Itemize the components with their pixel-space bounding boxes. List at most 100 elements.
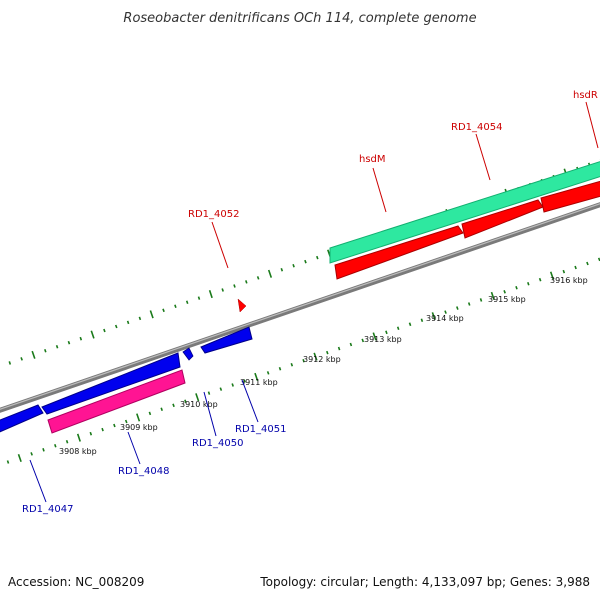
minor-tick <box>42 448 45 452</box>
minor-tick <box>55 344 59 349</box>
minor-tick <box>562 269 566 274</box>
major-tick <box>254 372 259 381</box>
minor-tick <box>233 284 236 288</box>
minor-tick <box>138 316 142 321</box>
genome-backbone <box>0 202 600 413</box>
genome-backbone-highlight <box>0 203 600 410</box>
minor-tick <box>515 286 518 290</box>
minor-tick <box>290 362 294 367</box>
minor-tick <box>162 308 165 313</box>
gene-arrow-RD1_4051[interactable] <box>200 326 253 354</box>
minor-tick <box>113 423 116 428</box>
minor-tick <box>67 340 71 345</box>
gene-label-RD1_4050[interactable]: RD1_4050 <box>192 438 243 449</box>
gene-arrow-hsdM[interactable] <box>334 225 464 280</box>
minor-tick <box>219 387 223 391</box>
minor-tick <box>54 444 57 448</box>
kbp-label: 3908 kbp <box>59 447 97 456</box>
minor-tick <box>256 276 260 280</box>
major-tick <box>31 350 36 359</box>
gene-label-RD1_4048[interactable]: RD1_4048 <box>118 466 169 477</box>
minor-tick <box>396 326 400 331</box>
minor-tick <box>280 267 284 272</box>
minor-tick <box>79 336 83 341</box>
minor-tick <box>302 358 305 363</box>
minor-tick <box>65 439 69 444</box>
minor-tick <box>101 427 104 432</box>
gene-label-hsdM[interactable]: hsdM <box>359 154 386 165</box>
minor-tick <box>337 346 341 351</box>
gene-label-RD1_4054[interactable]: RD1_4054 <box>451 122 502 133</box>
minor-tick <box>160 407 163 412</box>
major-tick <box>372 332 377 341</box>
kbp-labels: 3908 kbp 3909 kbp 3910 kbp 3911 kbp 3912… <box>59 276 588 456</box>
major-tick <box>195 393 200 402</box>
minor-tick <box>20 357 23 361</box>
gene-arrow-RD1_4050[interactable] <box>182 347 194 361</box>
gene-arrow-hsdR[interactable] <box>540 180 600 213</box>
minor-tick <box>114 324 118 329</box>
kbp-label: 3914 kbp <box>426 314 464 323</box>
forward-label-leaders <box>211 101 599 269</box>
major-tick <box>549 271 555 280</box>
gene-label-RD1_4047[interactable]: RD1_4047 <box>22 504 73 515</box>
reverse-label-leaders <box>29 379 259 503</box>
minor-tick <box>184 399 187 403</box>
minor-tick <box>245 280 248 284</box>
minor-tick <box>221 288 224 292</box>
kbp-label: 3913 kbp <box>364 335 402 344</box>
major-tick <box>431 312 436 321</box>
gene-label-hsdR[interactable]: hsdR <box>573 90 598 101</box>
reverse-features <box>0 326 253 434</box>
major-tick <box>17 453 22 462</box>
minor-tick <box>292 263 295 268</box>
minor-tick <box>361 338 365 343</box>
major-tick <box>76 433 81 442</box>
minor-tick <box>185 300 189 304</box>
minor-tick <box>408 322 412 327</box>
gene-arrow-RD1_4048-rna[interactable] <box>47 369 186 434</box>
major-tick <box>136 413 141 422</box>
major-tick <box>90 330 95 339</box>
kbp-label: 3915 kbp <box>488 295 526 304</box>
minor-tick <box>126 320 130 325</box>
minor-tick <box>420 318 424 322</box>
minor-tick <box>30 452 33 456</box>
minor-tick <box>527 281 530 286</box>
minor-tick <box>467 302 471 306</box>
minor-tick <box>586 261 589 266</box>
gene-label-RD1_4051[interactable]: RD1_4051 <box>235 424 286 435</box>
minor-tick <box>385 330 388 335</box>
minor-tick <box>349 342 353 347</box>
minor-tick <box>124 419 128 424</box>
minor-tick <box>207 391 211 395</box>
minor-tick <box>538 277 542 282</box>
minor-tick <box>8 361 12 365</box>
minor-tick <box>243 379 246 383</box>
major-tick <box>267 269 273 278</box>
accession-text: Accession: NC_008209 <box>8 575 144 589</box>
gene-label-RD1_4052[interactable]: RD1_4052 <box>188 209 239 220</box>
gene-arrow-RD1_4048-gene[interactable] <box>41 352 181 415</box>
gene-arrow-RD1_4052[interactable] <box>237 298 247 313</box>
minor-tick <box>6 460 10 464</box>
kbp-label: 3910 kbp <box>180 400 218 409</box>
kbp-label: 3916 kbp <box>550 276 588 285</box>
forward-rna-feature[interactable] <box>329 160 600 264</box>
major-tick <box>208 290 213 299</box>
gene-arrow-RD1_4047[interactable] <box>0 404 44 434</box>
map-title: Roseobacter denitrificans OCh 114, compl… <box>123 11 476 26</box>
kbp-label: 3911 kbp <box>240 378 278 387</box>
minor-tick <box>148 411 152 416</box>
minor-tick <box>278 367 282 371</box>
major-tick <box>490 291 495 300</box>
inner-tick-track <box>6 257 600 464</box>
minor-tick <box>574 265 577 270</box>
forward-features <box>237 160 600 313</box>
minor-tick <box>174 304 177 308</box>
kbp-label: 3909 kbp <box>120 423 158 432</box>
minor-tick <box>231 383 234 387</box>
major-tick <box>149 310 154 319</box>
minor-tick <box>89 431 93 436</box>
